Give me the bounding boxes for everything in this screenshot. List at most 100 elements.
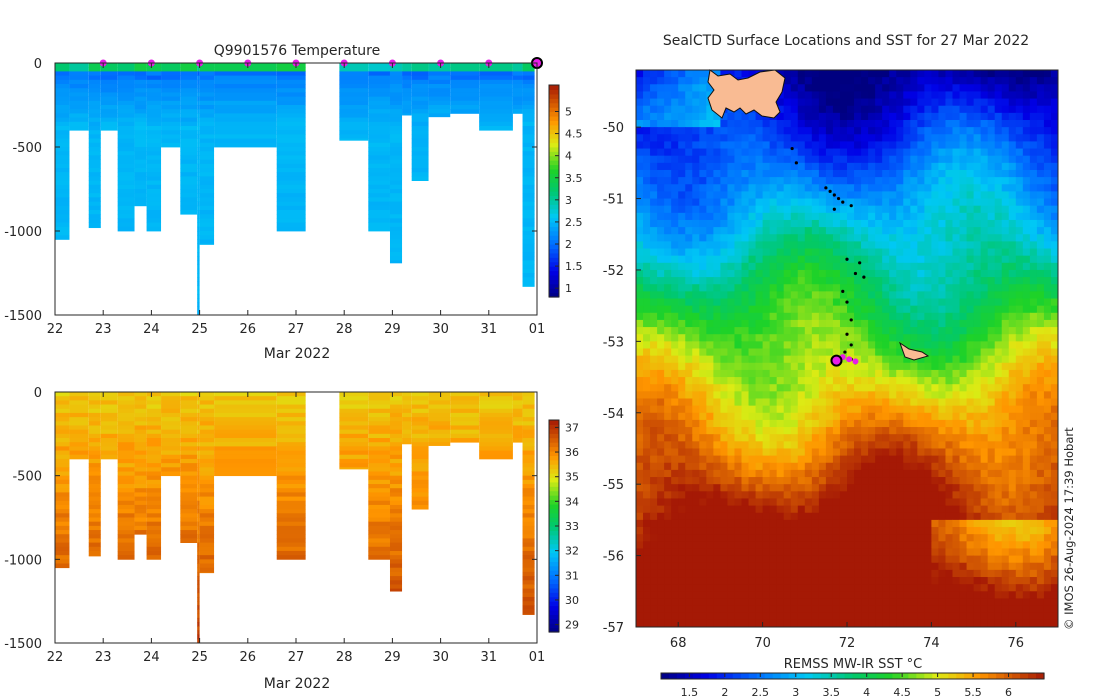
sst-cell [636, 70, 644, 78]
colorbar-cell [549, 226, 559, 232]
sst-cell [685, 462, 693, 471]
sst-cell [959, 305, 968, 314]
colorbar-tick-label: 5 [565, 106, 572, 119]
sst-cell [790, 248, 799, 257]
salinity-cell [214, 450, 277, 456]
sst-cell [636, 219, 644, 228]
temperature-cell [199, 180, 215, 186]
salinity-cell [411, 438, 429, 443]
sst-cell [1036, 319, 1045, 328]
sst-cell [1043, 127, 1052, 135]
temperature-cell [411, 79, 429, 85]
temperature-cell [389, 121, 403, 127]
salinity-cell [197, 479, 200, 485]
sst-cell [910, 462, 918, 471]
sst-cell [889, 155, 897, 164]
sst-cell [959, 284, 968, 292]
sst-cell [945, 327, 953, 335]
salinity-cell [117, 392, 135, 397]
salinity-cell [69, 400, 89, 405]
sst-cell [952, 127, 961, 135]
salinity-cell [411, 404, 429, 410]
sst-cell [987, 419, 996, 428]
sst-cell [678, 291, 686, 300]
temperature-cell [146, 151, 162, 156]
sst-cell [664, 391, 672, 399]
sst-cell [987, 119, 996, 128]
sst-cell [875, 412, 883, 421]
sst-cell [882, 70, 890, 78]
sst-cell [769, 291, 778, 300]
sst-cell [741, 162, 750, 171]
salinity-cell [55, 496, 70, 502]
sst-cell [811, 455, 820, 464]
sst-cell [748, 412, 757, 421]
sst-cell [741, 305, 750, 314]
salinity-cell [134, 484, 147, 489]
sst-cell [917, 148, 925, 157]
sst-cell [804, 184, 813, 192]
temperature-cell [450, 67, 480, 72]
sst-cell [748, 119, 757, 128]
sst-cell [762, 334, 771, 342]
salinity-cell [180, 454, 198, 460]
sst-cell [889, 348, 897, 357]
sst-cell [643, 284, 651, 292]
sst-cell [776, 198, 785, 207]
sst-cell [1022, 341, 1031, 349]
sst-cell [1029, 77, 1038, 85]
temperature-cell [197, 281, 200, 286]
sst-cell [797, 298, 806, 307]
sst-cell [903, 155, 911, 164]
sst-cell [811, 341, 820, 349]
sst-cell [685, 105, 693, 114]
sst-cell [952, 319, 961, 328]
salinity-cell [339, 463, 369, 468]
temperature-cell [100, 126, 118, 131]
sst-cell [1050, 234, 1059, 242]
salinity-cell [450, 392, 480, 397]
sst-cell [657, 391, 665, 399]
salinity-cell [428, 396, 451, 401]
sst-cell [1008, 455, 1017, 464]
sst-cell [671, 112, 679, 121]
sst-cell [889, 205, 897, 214]
sst-cell [650, 391, 658, 399]
sst-cell [839, 141, 848, 150]
sst-cell [952, 298, 961, 307]
salinity-cell [69, 446, 89, 451]
sst-cell [861, 412, 869, 421]
salinity-cell [368, 400, 390, 405]
temperature-cell [117, 197, 135, 202]
sst-cell [875, 348, 883, 357]
sst-cell [678, 77, 686, 85]
sst-cell [1022, 405, 1031, 414]
sst-cell [825, 377, 834, 385]
sst-cell [1043, 455, 1052, 464]
sst-cell [847, 298, 855, 307]
sst-cell [854, 105, 862, 114]
salinity-cell [180, 525, 198, 531]
sst-cell [959, 184, 968, 192]
x-tick-label: 30 [432, 650, 449, 665]
sst-cell [854, 112, 862, 121]
sst-cell [804, 205, 813, 214]
sst-cell [776, 305, 785, 314]
sst-cell [769, 184, 778, 192]
sst-cell [783, 177, 792, 185]
sst-cell [952, 105, 961, 114]
sst-cell [1001, 162, 1010, 171]
sst-cell [692, 255, 700, 264]
salinity-cell [276, 425, 306, 431]
temperature-cell [117, 214, 135, 219]
sst-cell [1015, 448, 1024, 457]
salinity-cell [199, 571, 215, 574]
sst-cell [1001, 327, 1010, 335]
sst-cell [769, 155, 778, 164]
temperature-cell [368, 214, 390, 219]
sst-cell [973, 412, 982, 421]
sst-cell [994, 241, 1003, 250]
sst-cell [748, 162, 757, 171]
salinity-cell [522, 504, 535, 510]
temperature-cell [479, 63, 513, 68]
